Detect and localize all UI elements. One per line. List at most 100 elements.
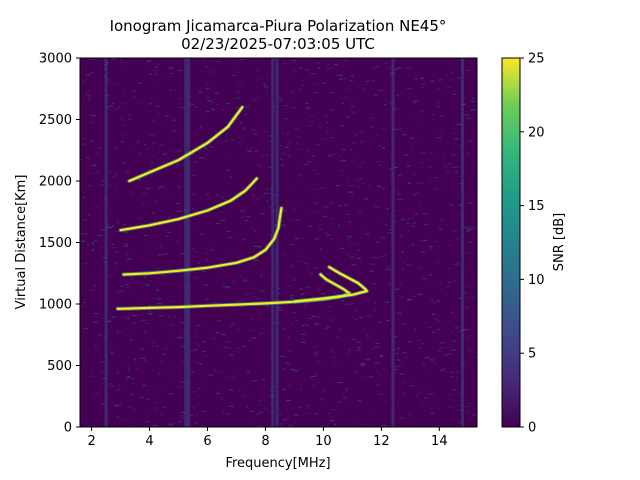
noise-speck <box>365 81 369 82</box>
noise-speck <box>430 179 432 181</box>
noise-speck <box>371 283 377 285</box>
noise-speck <box>164 115 169 117</box>
noise-speck <box>215 332 220 334</box>
noise-speck <box>438 79 443 81</box>
noise-speck <box>242 395 246 397</box>
noise-speck <box>395 67 401 69</box>
noise-speck <box>157 63 160 65</box>
noise-speck <box>439 282 441 284</box>
noise-speck <box>83 302 86 304</box>
noise-speck <box>434 188 437 190</box>
noise-speck <box>176 386 181 388</box>
noise-speck <box>299 149 304 151</box>
noise-speck <box>361 362 366 364</box>
echo-trace <box>319 273 351 295</box>
noise-speck <box>384 301 390 303</box>
noise-speck <box>330 137 334 138</box>
noise-speck <box>80 233 84 234</box>
noise-speck <box>440 342 445 344</box>
noise-speck <box>337 224 341 226</box>
noise-speck <box>401 219 405 221</box>
noise-speck <box>204 148 209 150</box>
noise-speck <box>221 334 226 336</box>
noise-speck <box>305 207 308 209</box>
noise-speck <box>88 100 91 102</box>
noise-speck <box>155 267 160 269</box>
noise-speck <box>360 161 366 163</box>
noise-speck <box>292 266 295 268</box>
noise-speck <box>464 114 470 116</box>
noise-speck <box>449 79 451 81</box>
noise-speck <box>357 249 361 251</box>
noise-speck <box>166 231 172 233</box>
noise-speck <box>220 219 226 221</box>
noise-speck <box>134 359 137 361</box>
noise-speck <box>374 257 379 259</box>
noise-speck <box>160 413 164 415</box>
noise-speck <box>239 276 242 278</box>
noise-speck <box>240 122 244 124</box>
noise-speck <box>447 86 451 88</box>
noise-speck <box>315 238 319 240</box>
noise-speck <box>437 130 443 132</box>
noise-speck <box>464 406 470 408</box>
noise-speck <box>148 66 150 68</box>
noise-speck <box>144 244 147 246</box>
noise-speck <box>379 356 383 358</box>
noise-speck <box>273 410 276 412</box>
noise-speck <box>106 79 111 81</box>
noise-speck <box>226 286 231 288</box>
noise-speck <box>166 235 168 237</box>
noise-speck <box>127 366 129 367</box>
noise-speck <box>159 315 164 317</box>
noise-speck <box>240 59 245 61</box>
noise-speck <box>258 165 262 167</box>
noise-speck <box>243 294 248 296</box>
noise-speck <box>111 244 114 246</box>
noise-speck <box>454 166 459 168</box>
noise-speck <box>310 115 314 117</box>
noise-speck <box>472 92 475 94</box>
noise-speck <box>361 141 364 143</box>
noise-speck <box>155 383 158 385</box>
noise-speck <box>434 318 437 320</box>
noise-speck <box>322 215 328 217</box>
noise-speck <box>145 323 150 324</box>
noise-speck <box>422 239 428 241</box>
noise-speck <box>211 246 213 248</box>
noise-speck <box>119 107 122 109</box>
noise-speck <box>315 83 320 85</box>
noise-speck <box>253 246 259 247</box>
noise-speck <box>375 134 378 136</box>
noise-speck <box>96 349 99 351</box>
noise-speck <box>398 234 403 236</box>
noise-speck <box>103 382 105 384</box>
noise-speck <box>148 110 150 112</box>
noise-speck <box>252 268 254 270</box>
noise-speck <box>306 161 312 163</box>
noise-speck <box>306 107 311 109</box>
noise-speck <box>267 149 270 151</box>
noise-speck <box>247 339 252 341</box>
noise-speck <box>169 363 172 365</box>
noise-speck <box>154 69 159 71</box>
noise-speck <box>198 363 203 365</box>
noise-speck <box>80 158 83 160</box>
noise-speck <box>90 173 94 175</box>
noise-speck <box>396 94 399 96</box>
noise-speck <box>338 155 341 157</box>
noise-speck <box>465 412 469 414</box>
noise-speck <box>127 286 129 288</box>
noise-speck <box>382 147 385 149</box>
noise-speck <box>410 137 415 139</box>
noise-speck <box>319 228 324 230</box>
noise-speck <box>163 122 166 124</box>
noise-speck <box>264 408 269 410</box>
noise-speck <box>356 341 362 343</box>
noise-speck <box>219 372 222 374</box>
noise-speck <box>402 134 407 136</box>
noise-speck <box>330 420 335 422</box>
noise-speck <box>311 195 314 196</box>
noise-speck <box>260 273 263 275</box>
noise-speck <box>430 299 434 301</box>
